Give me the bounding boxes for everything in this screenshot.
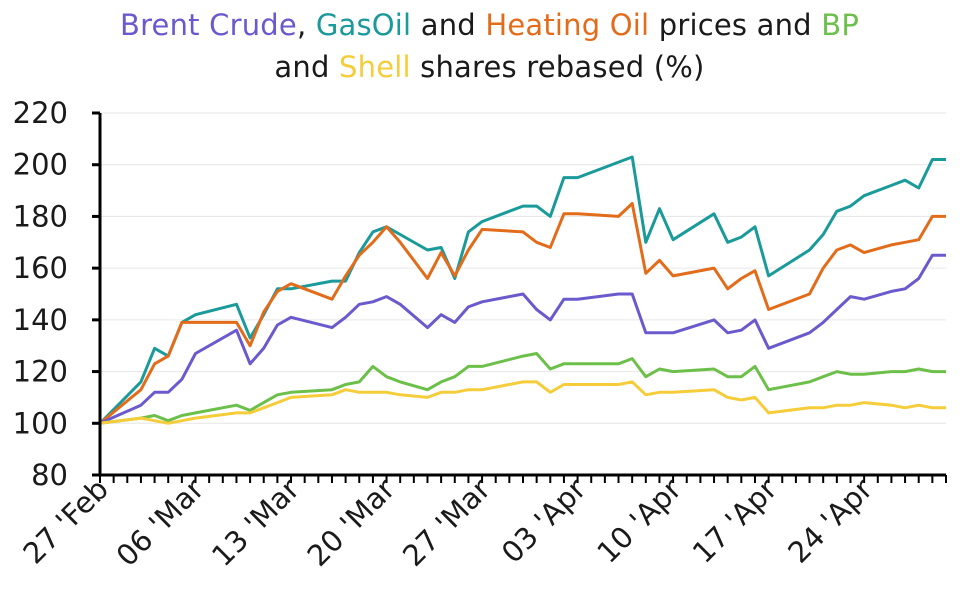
title-line-1-part-0: Brent Crude	[119, 8, 297, 42]
series-line-brent-crude	[99, 253, 946, 425]
x-tick-label-7: 06 'Mar	[109, 472, 210, 573]
x-tick-label-21: 20 'Mar	[301, 472, 402, 573]
y-tick-label-100: 100	[13, 406, 68, 440]
title-line-1-part-4: Heating Oil	[485, 8, 650, 42]
series-line-bp	[99, 352, 946, 425]
x-tick-label-49: 17 'Apr	[686, 472, 784, 570]
title-line-1-part-6: BP	[821, 8, 860, 42]
x-tick-label-35: 03 'Apr	[495, 472, 593, 570]
title-line-2-part-2: shares rebased (%)	[410, 50, 705, 84]
title-line-1-part-1: ,	[296, 8, 316, 42]
x-tick-label-28: 27 'Mar	[396, 472, 497, 573]
title-line-2-part-1: Shell	[339, 50, 411, 84]
y-tick-label-80: 80	[31, 458, 68, 492]
x-tick-label-42: 10 'Apr	[590, 472, 688, 570]
title-line-1-part-2: GasOil	[315, 8, 412, 42]
y-tick-label-200: 200	[13, 148, 68, 182]
series-line-heating-oil	[99, 202, 946, 425]
x-tick-label-14: 13 'Mar	[205, 472, 306, 573]
title-line-1-part-3: and	[411, 8, 486, 42]
y-tick-label-160: 160	[13, 251, 68, 285]
title-line-1-part-5: prices and	[649, 8, 822, 42]
y-tick-label-220: 220	[13, 96, 68, 130]
series-line-shell	[99, 380, 946, 425]
chart-title-line-2: and Shell shares rebased (%)	[0, 50, 979, 84]
chart-title-line-1: Brent Crude, GasOil and Heating Oil pric…	[0, 8, 979, 42]
y-tick-label-180: 180	[13, 199, 68, 233]
y-tick-label-120: 120	[13, 355, 68, 389]
y-tick-label-140: 140	[13, 303, 68, 337]
x-tick-label-56: 24 'Apr	[781, 472, 879, 570]
title-line-2-part-0: and	[274, 50, 339, 84]
